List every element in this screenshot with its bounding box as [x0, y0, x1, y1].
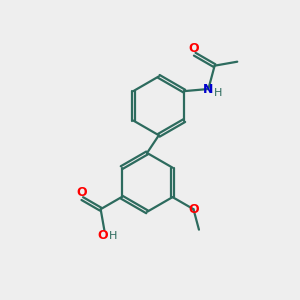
Text: N: N	[203, 82, 214, 95]
Text: H: H	[214, 88, 222, 98]
Text: O: O	[189, 203, 200, 216]
Text: H: H	[109, 231, 117, 241]
Text: O: O	[98, 230, 108, 242]
Text: O: O	[76, 186, 87, 199]
Text: O: O	[188, 42, 199, 55]
